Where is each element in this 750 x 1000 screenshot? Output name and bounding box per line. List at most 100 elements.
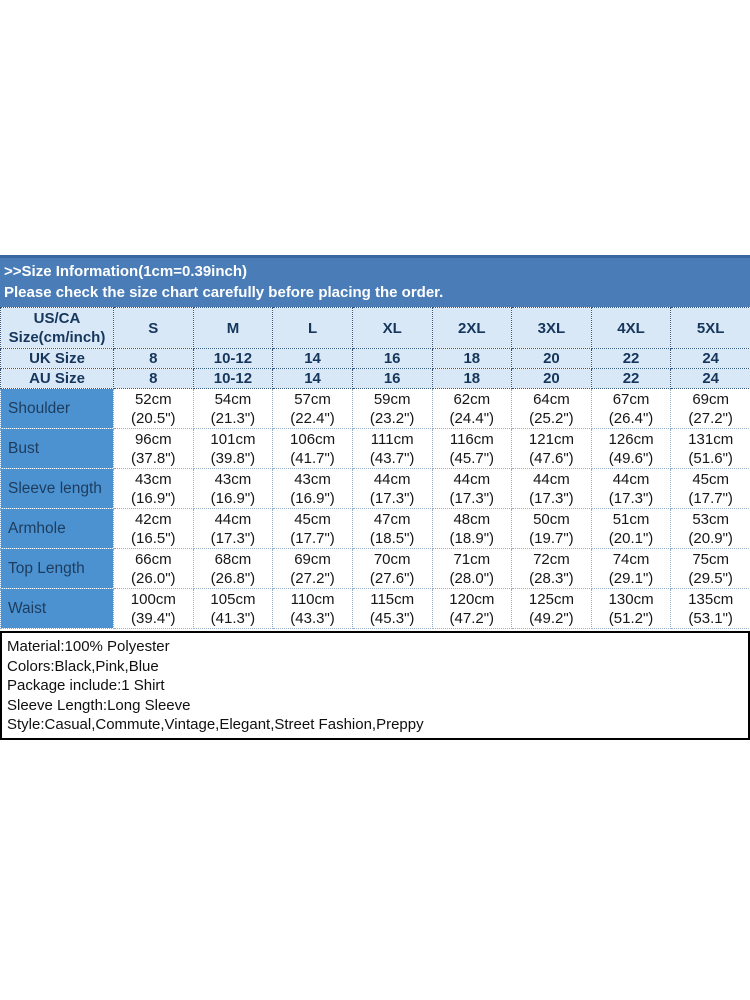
measurement-cell: 50cm (19.7")	[511, 508, 592, 549]
measurement-cell: 135cm (53.1")	[670, 588, 750, 629]
cm-value: 44cm	[214, 510, 252, 528]
measurement-cell: 74cm (29.1")	[590, 548, 672, 589]
uk-size-value: 24	[670, 348, 750, 369]
cm-value: 43cm	[134, 470, 172, 488]
uk-size-value: 14	[272, 348, 353, 369]
cm-value: 105cm	[210, 590, 256, 608]
detail-colors: Colors:Black,Pink,Blue	[7, 657, 159, 675]
inch-value: (27.2")	[290, 569, 335, 587]
inch-value: (17.3")	[449, 489, 495, 507]
inch-value: (51.2")	[608, 609, 654, 627]
measurement-label: Waist	[0, 588, 114, 629]
inch-value: (49.6")	[608, 449, 654, 467]
cm-value: 126cm	[608, 430, 654, 448]
cm-value: 116cm	[449, 430, 494, 448]
au-size-value: 24	[670, 368, 750, 389]
au-size-value: 20	[511, 368, 592, 389]
cm-value: 50cm	[533, 510, 570, 528]
inch-value: (28.0")	[449, 569, 495, 587]
cm-value: 64cm	[533, 390, 570, 408]
corner-line2: Size(cm/inch)	[8, 329, 106, 346]
measurement-label: Sleeve length	[0, 468, 114, 509]
cm-value: 100cm	[130, 590, 176, 608]
cm-value: 44cm	[373, 470, 411, 488]
measurement-cell: 69cm (27.2")	[670, 388, 750, 429]
detail-material: Material:100% Polyester	[7, 638, 170, 655]
measurement-cell: 69cm (27.2")	[272, 548, 353, 589]
inch-value: (23.2")	[369, 409, 415, 427]
inch-value: (17.3")	[608, 489, 654, 507]
au-size-value: 16	[351, 368, 433, 389]
inch-value: (41.3")	[210, 609, 256, 627]
corner-header: US/CA Size(cm/inch)	[0, 307, 114, 349]
uk-size-row: UK Size 8 10-12 14 16 18 20 22 24	[0, 348, 750, 369]
size-info-warning: Please check the size chart carefully be…	[4, 284, 444, 301]
measurement-cell: 54cm (21.3")	[192, 388, 274, 429]
size-column-header: XL	[351, 307, 433, 349]
size-letters-row: US/CA Size(cm/inch) S M L XL 2XL 3XL 4XL …	[0, 307, 750, 349]
measurement-cell: 72cm (28.3")	[511, 548, 592, 589]
cm-value: 44cm	[533, 470, 570, 488]
measurement-cell: 66cm (26.0")	[113, 548, 194, 589]
cm-value: 115cm	[370, 590, 415, 608]
measurement-row-waist: Waist 100cm (39.4") 105cm (41.3") 110cm (43…	[0, 588, 750, 629]
inch-value: (43.3")	[290, 609, 335, 627]
measurement-cell: 67cm (26.4")	[590, 388, 672, 429]
cm-value: 45cm	[692, 470, 730, 488]
corner-line1: US/CA	[33, 310, 81, 327]
measurement-cell: 45cm (17.7")	[272, 508, 353, 549]
measurement-cell: 53cm (20.9")	[670, 508, 750, 549]
measurement-cell: 51cm (20.1")	[590, 508, 672, 549]
size-column-header: M	[192, 307, 274, 349]
measurement-cell: 44cm (17.3")	[511, 468, 592, 509]
cm-value: 68cm	[214, 550, 252, 568]
measurement-cell: 106cm (41.7")	[272, 428, 353, 469]
cm-value: 42cm	[134, 510, 172, 528]
au-size-value: 8	[113, 368, 194, 389]
inch-value: (26.8")	[210, 569, 256, 587]
cm-value: 66cm	[134, 550, 172, 568]
inch-value: (39.8")	[210, 449, 256, 467]
measurement-cell: 68cm (26.8")	[192, 548, 274, 589]
measurement-cell: 44cm (17.3")	[431, 468, 513, 509]
au-size-value: 10-12	[192, 368, 274, 389]
size-info-title: >>Size Information(1cm=0.39inch)	[4, 263, 247, 280]
cm-value: 131cm	[688, 430, 734, 448]
measurement-label: Bust	[0, 428, 114, 469]
inch-value: (17.7")	[688, 489, 733, 507]
measurement-cell: 100cm (39.4")	[113, 588, 194, 629]
measurement-cell: 43cm (16.9")	[272, 468, 353, 509]
cm-value: 47cm	[373, 510, 411, 528]
cm-value: 69cm	[692, 390, 730, 408]
uk-size-value: 22	[590, 348, 672, 369]
cm-value: 44cm	[453, 470, 491, 488]
measurement-row-sleeve-length: Sleeve length 43cm (16.9") 43cm (16.9") 43…	[0, 468, 750, 509]
measurement-cell: 43cm (16.9")	[113, 468, 194, 509]
inch-value: (17.3")	[529, 489, 574, 507]
inch-value: (16.9")	[210, 489, 256, 507]
inch-value: (18.9")	[449, 529, 495, 547]
inch-value: (25.2")	[529, 409, 574, 427]
inch-value: (17.7")	[290, 529, 335, 547]
cm-value: 110cm	[290, 590, 335, 608]
cm-value: 54cm	[214, 390, 252, 408]
cm-value: 59cm	[373, 390, 411, 408]
inch-value: (17.3")	[369, 489, 415, 507]
au-size-value: 18	[431, 368, 513, 389]
inch-value: (17.3")	[210, 529, 256, 547]
size-column-header: 3XL	[511, 307, 592, 349]
cm-value: 44cm	[612, 470, 650, 488]
cm-value: 69cm	[294, 550, 331, 568]
cm-value: 52cm	[134, 390, 172, 408]
measurement-cell: 64cm (25.2")	[511, 388, 592, 429]
measurement-cell: 120cm (47.2")	[431, 588, 513, 629]
cm-value: 45cm	[294, 510, 331, 528]
measurement-cell: 44cm (17.3")	[351, 468, 433, 509]
size-column-header: S	[113, 307, 194, 349]
measurement-cell: 131cm (51.6")	[670, 428, 750, 469]
detail-package: Package include:1 Shirt	[7, 677, 165, 694]
measurement-row-armhole: Armhole 42cm (16.5") 44cm (17.3") 45cm (17.…	[0, 508, 750, 549]
measurement-cell: 110cm (43.3")	[272, 588, 353, 629]
measurement-row-top-length: Top Length 66cm (26.0") 68cm (26.8") 69cm(…	[0, 548, 750, 589]
measurement-cell: 44cm (17.3")	[192, 508, 274, 549]
